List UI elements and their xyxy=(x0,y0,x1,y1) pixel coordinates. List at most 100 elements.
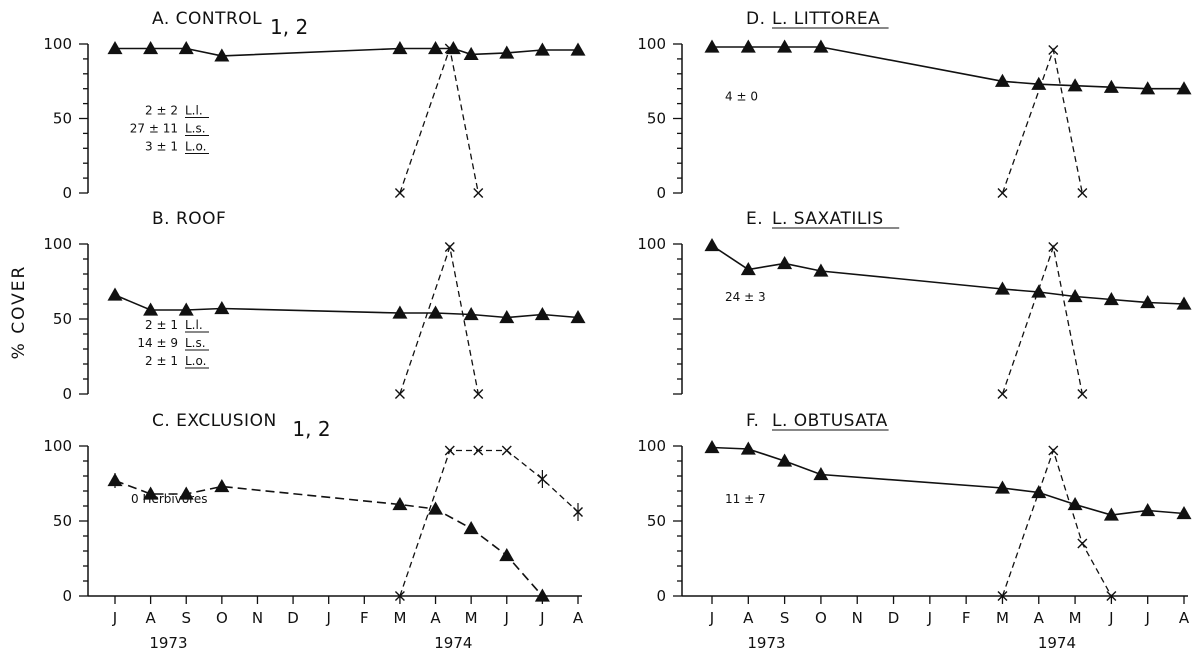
x-marker xyxy=(1077,389,1088,399)
triangle-marker xyxy=(428,501,444,515)
x-tick-label: S xyxy=(780,609,790,627)
x-series-line xyxy=(1001,244,1083,395)
x-marker-stroke xyxy=(1048,242,1059,252)
x-marker xyxy=(473,389,484,399)
triangle-marker xyxy=(1067,289,1083,303)
x-marker xyxy=(1077,538,1088,549)
triangle-marker xyxy=(994,281,1010,295)
annotation-text: 11 ± 7 xyxy=(725,492,766,506)
x-tick-label: S xyxy=(181,609,191,627)
triangle-marker xyxy=(704,440,720,454)
annotation-species: L.l. xyxy=(185,318,203,332)
y-tick-label: 100 xyxy=(43,35,72,53)
x-marker-stroke xyxy=(394,591,405,601)
x-marker xyxy=(997,389,1008,399)
x-marker-stroke xyxy=(997,188,1008,198)
panel-A: 0 50 100 A. CONTROL 1, 2 2 ± 2 L.l. 27 ± 11 L.s.… xyxy=(43,9,586,202)
triangle-marker xyxy=(1067,78,1083,92)
x-tick-label: J xyxy=(112,609,117,627)
triangle-marker xyxy=(428,40,444,55)
x-marker xyxy=(394,188,405,198)
y-axis-label: % COVER xyxy=(9,265,29,360)
x-marker-stroke xyxy=(997,591,1008,601)
triangle-marker xyxy=(740,262,756,276)
triangle-marker xyxy=(214,301,230,315)
triangle-marker xyxy=(214,48,230,62)
x-tick-label: N xyxy=(252,609,263,627)
triangle-marker xyxy=(392,497,408,511)
triangle-marker xyxy=(1140,503,1156,517)
triangle-marker xyxy=(777,256,793,270)
annotation-value: 2 ± 1 xyxy=(145,354,178,368)
cover-series-line xyxy=(114,479,544,597)
x-marker-stroke xyxy=(1048,445,1059,456)
triangle-marker xyxy=(534,42,550,56)
panel-F: 0 50 100 J A S O N D J F M A M J J A 1973 1974 F. L. OBTUSAT… xyxy=(637,411,1192,652)
triangle-marker xyxy=(1103,79,1119,93)
x-tick-label: A xyxy=(743,609,754,627)
triangle-marker xyxy=(570,42,586,56)
y-tick-label: 50 xyxy=(53,512,72,530)
y-tick-label: 100 xyxy=(43,437,72,455)
x-marker xyxy=(473,445,484,456)
triangle-marker xyxy=(1176,506,1192,520)
panel-B: 0 50 100 B. ROOF 2 ± 1 L.l. 14 ± 9 L.s. 2 ± 1 L.o… xyxy=(43,209,586,403)
x-tick-label: F xyxy=(962,609,971,627)
annotation-species: L.o. xyxy=(185,354,206,368)
triangle-marker xyxy=(143,40,159,55)
x-marker xyxy=(1077,188,1088,198)
triangle-marker xyxy=(499,310,515,324)
triangle-marker xyxy=(813,263,829,277)
x-marker xyxy=(444,43,455,54)
triangle-marker xyxy=(107,473,123,487)
x-series-line xyxy=(399,449,579,597)
y-tick-label: 0 xyxy=(62,184,72,202)
panel-title: D. xyxy=(746,9,766,29)
y-tick-label: 100 xyxy=(637,235,666,253)
x-tick-label: J xyxy=(539,609,544,627)
x-tick-label: O xyxy=(216,609,228,627)
panels: 0 50 100 A. CONTROL 1, 2 2 ± 2 L.l. 27 ± 11 L.s.… xyxy=(43,9,1192,652)
triangle-marker xyxy=(392,40,408,55)
triangle-marker xyxy=(107,287,123,301)
x-marker-stroke xyxy=(473,188,484,198)
triangle-marker xyxy=(704,39,720,53)
x-marker xyxy=(997,188,1008,198)
x-marker xyxy=(1048,445,1059,456)
panel-title-species: L. SAXATILIS xyxy=(772,209,884,229)
y-tick-label: 0 xyxy=(656,184,666,202)
x-marker xyxy=(1048,242,1059,252)
triangle-marker xyxy=(813,39,829,53)
x-marker xyxy=(997,591,1008,601)
triangle-marker xyxy=(499,45,515,59)
x-series-line xyxy=(399,46,479,194)
year-label: 1974 xyxy=(434,634,472,652)
y-tick-label: 50 xyxy=(53,110,72,128)
x-tick-label: J xyxy=(1144,609,1149,627)
y-tick-label: 100 xyxy=(43,235,72,253)
y-tick-label: 0 xyxy=(62,385,72,403)
year-label: 1974 xyxy=(1038,634,1076,652)
x-marker-stroke xyxy=(1077,538,1088,549)
annotation-value: 3 ± 1 xyxy=(145,140,178,154)
triangle-marker xyxy=(740,441,756,455)
x-tick-label: A xyxy=(145,609,156,627)
x-marker xyxy=(473,188,484,198)
x-tick-label: D xyxy=(287,609,299,627)
x-marker-stroke xyxy=(997,389,1008,399)
triangle-marker xyxy=(740,39,756,53)
triangle-marker xyxy=(392,305,408,319)
panel-title: B. ROOF xyxy=(152,209,226,229)
x-tick-label: J xyxy=(504,609,509,627)
triangle-marker xyxy=(1031,284,1047,298)
x-marker xyxy=(444,445,455,456)
x-tick-label: M xyxy=(465,609,478,627)
y-tick-label: 0 xyxy=(62,587,72,605)
panel-title: E. xyxy=(746,209,763,229)
triangle-marker xyxy=(994,73,1010,87)
triangle-marker xyxy=(994,480,1010,494)
x-marker-stroke xyxy=(394,389,405,399)
panel-title: F. xyxy=(746,411,759,431)
annotation-text: 4 ± 0 xyxy=(725,90,758,104)
